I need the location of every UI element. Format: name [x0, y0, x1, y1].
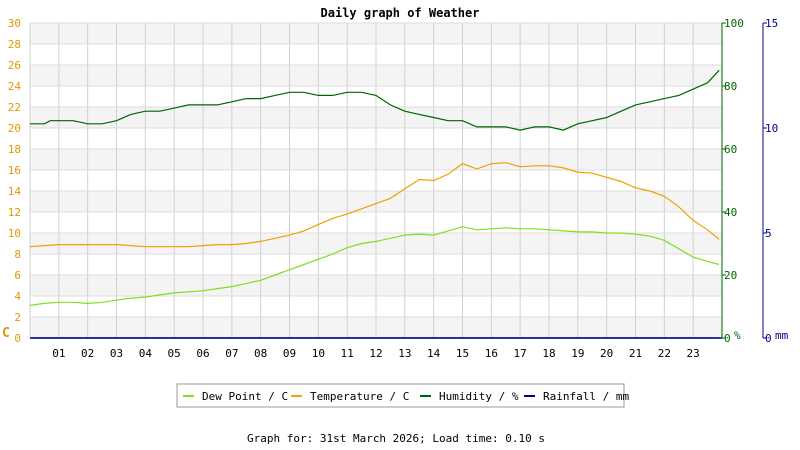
rainfall-tick-label: 10: [765, 122, 778, 135]
humidity-tick-label: 100: [724, 17, 744, 30]
x-tick-label: 23: [687, 347, 700, 360]
rainfall-tick-label: 5: [765, 227, 772, 240]
footer-text: Graph for: 31st March 2026; Load time: 0…: [247, 432, 545, 445]
x-tick-label: 18: [542, 347, 555, 360]
humidity-tick-label: 40: [724, 206, 737, 219]
rainfall-tick-label: 0: [765, 332, 772, 345]
humidity-tick-labels: 0 20 40 60 80 100: [722, 17, 744, 345]
left-tick-label: 28: [8, 38, 21, 51]
x-tick-label: 08: [254, 347, 267, 360]
series-line: [29, 226, 720, 306]
legend-label: Dew Point / C: [202, 390, 288, 403]
left-tick-label: 0: [14, 332, 21, 345]
x-tick-label: 20: [600, 347, 613, 360]
horizontal-gridlines: [30, 22, 722, 339]
x-tick-label: 04: [139, 347, 153, 360]
x-tick-label: 09: [283, 347, 296, 360]
x-tick-label: 11: [341, 347, 354, 360]
series-line: [29, 162, 720, 248]
left-tick-label: 2: [14, 311, 21, 324]
rainfall-tick-label: 15: [765, 17, 778, 30]
x-tick-label: 13: [398, 347, 411, 360]
humidity-tick-label: 20: [724, 269, 737, 282]
left-tick-label: 12: [8, 206, 21, 219]
left-tick-label: 8: [14, 248, 21, 261]
left-tick-label: 30: [8, 17, 21, 30]
rainfall-tick-labels: 0 5 10 15: [763, 17, 778, 345]
rainfall-axis-unit: mm: [775, 329, 789, 342]
humidity-tick-label: 80: [724, 80, 737, 93]
left-tick-label: 6: [14, 269, 21, 282]
x-tick-label: 16: [485, 347, 498, 360]
left-tick-label: 26: [8, 59, 21, 72]
x-tick-label: 06: [196, 347, 209, 360]
left-tick-label: 10: [8, 227, 21, 240]
x-tick-label: 15: [456, 347, 469, 360]
legend: Dew Point / C Temperature / C Humidity / %…: [176, 383, 629, 408]
left-tick-label: 20: [8, 122, 21, 135]
humidity-tick-label: 60: [724, 143, 737, 156]
left-tick-label: 18: [8, 143, 21, 156]
left-tick-label: 14: [8, 185, 22, 198]
x-tick-label: 01: [52, 347, 65, 360]
x-tick-label: 21: [629, 347, 642, 360]
left-tick-label: 4: [14, 290, 21, 303]
left-tick-label: 16: [8, 164, 21, 177]
humidity-tick-label: 0: [724, 332, 731, 345]
legend-label: Temperature / C: [310, 390, 409, 403]
x-tick-label: 07: [225, 347, 238, 360]
left-tick-label: 24: [8, 80, 22, 93]
vertical-gridlines: [29, 23, 723, 338]
x-tick-label: 14: [427, 347, 441, 360]
chart-title: Daily graph of Weather: [321, 6, 480, 20]
x-tick-labels: 01 02 03 04 05 06 07 08 09 10 11 12 13 14 15 16 17 18 19 20…: [52, 347, 700, 360]
x-tick-label: 17: [514, 347, 527, 360]
x-tick-label: 12: [369, 347, 382, 360]
left-axis-unit: C: [2, 326, 10, 341]
x-tick-label: 22: [658, 347, 671, 360]
x-tick-label: 03: [110, 347, 123, 360]
x-tick-label: 02: [81, 347, 94, 360]
legend-label: Humidity / %: [439, 390, 519, 403]
x-tick-label: 05: [168, 347, 181, 360]
x-tick-label: 10: [312, 347, 325, 360]
series-line: [30, 69, 720, 131]
legend-box: [176, 383, 625, 408]
left-tick-label: 22: [8, 101, 21, 114]
legend-label: Rainfall / mm: [543, 390, 629, 403]
humidity-axis-unit: %: [734, 329, 741, 342]
x-tick-label: 19: [571, 347, 584, 360]
